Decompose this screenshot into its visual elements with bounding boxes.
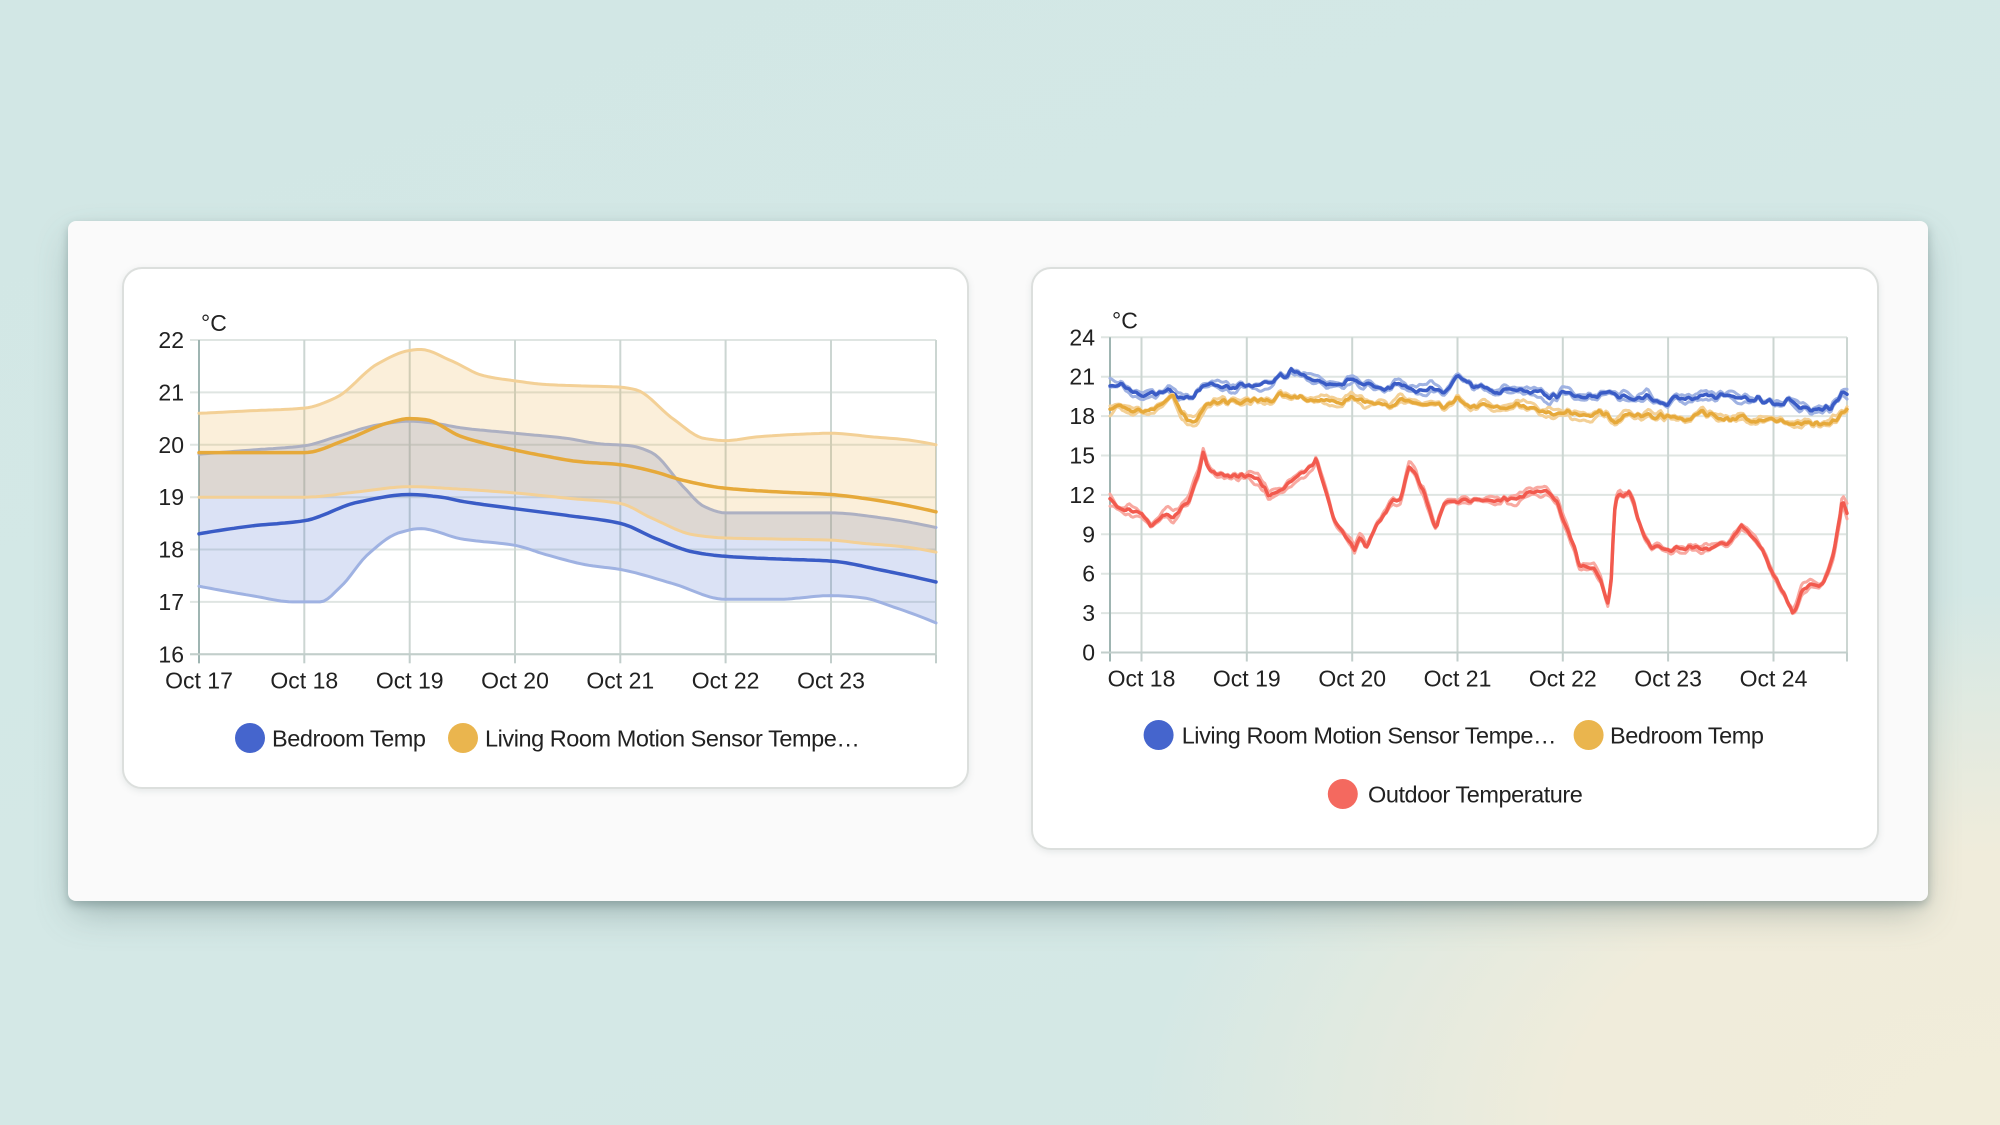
svg-text:°C: °C bbox=[201, 310, 227, 336]
svg-text:3: 3 bbox=[1082, 600, 1095, 626]
svg-text:Oct 24: Oct 24 bbox=[1740, 666, 1808, 692]
svg-text:Outdoor Temperature: Outdoor Temperature bbox=[1368, 782, 1583, 808]
svg-text:Bedroom Temp: Bedroom Temp bbox=[272, 726, 426, 752]
svg-text:Oct 18: Oct 18 bbox=[1108, 666, 1176, 692]
svg-text:Oct 17: Oct 17 bbox=[165, 667, 233, 693]
svg-text:Bedroom Temp: Bedroom Temp bbox=[1610, 723, 1764, 749]
svg-text:Oct 23: Oct 23 bbox=[797, 667, 865, 693]
svg-text:18: 18 bbox=[1069, 403, 1095, 429]
svg-text:17: 17 bbox=[158, 589, 184, 615]
svg-text:Oct 21: Oct 21 bbox=[1424, 666, 1492, 692]
svg-text:Oct 19: Oct 19 bbox=[1213, 666, 1281, 692]
svg-text:Oct 23: Oct 23 bbox=[1634, 666, 1702, 692]
svg-text:6: 6 bbox=[1082, 561, 1095, 587]
svg-text:19: 19 bbox=[158, 484, 184, 510]
svg-text:15: 15 bbox=[1069, 443, 1095, 469]
svg-text:0: 0 bbox=[1082, 640, 1095, 666]
svg-text:21: 21 bbox=[1069, 364, 1095, 390]
svg-text:Oct 18: Oct 18 bbox=[270, 667, 338, 693]
svg-text:12: 12 bbox=[1069, 482, 1095, 508]
svg-text:Living Room Motion Sensor Temp: Living Room Motion Sensor Tempe… bbox=[1182, 723, 1556, 749]
svg-text:Oct 22: Oct 22 bbox=[692, 667, 760, 693]
svg-text:22: 22 bbox=[158, 327, 184, 353]
svg-text:Living Room Motion Sensor Temp: Living Room Motion Sensor Tempe… bbox=[485, 726, 859, 752]
svg-text:18: 18 bbox=[158, 537, 184, 563]
svg-text:24: 24 bbox=[1069, 324, 1095, 350]
svg-text:21: 21 bbox=[158, 379, 184, 405]
svg-text:20: 20 bbox=[158, 432, 184, 458]
svg-text:9: 9 bbox=[1082, 521, 1095, 547]
svg-text:Oct 20: Oct 20 bbox=[1318, 666, 1386, 692]
svg-text:Oct 21: Oct 21 bbox=[586, 667, 654, 693]
svg-text:Oct 20: Oct 20 bbox=[481, 667, 549, 693]
svg-text:Oct 19: Oct 19 bbox=[376, 667, 444, 693]
svg-text:16: 16 bbox=[158, 641, 184, 667]
svg-text:Oct 22: Oct 22 bbox=[1529, 666, 1597, 692]
svg-text:°C: °C bbox=[1112, 307, 1138, 333]
